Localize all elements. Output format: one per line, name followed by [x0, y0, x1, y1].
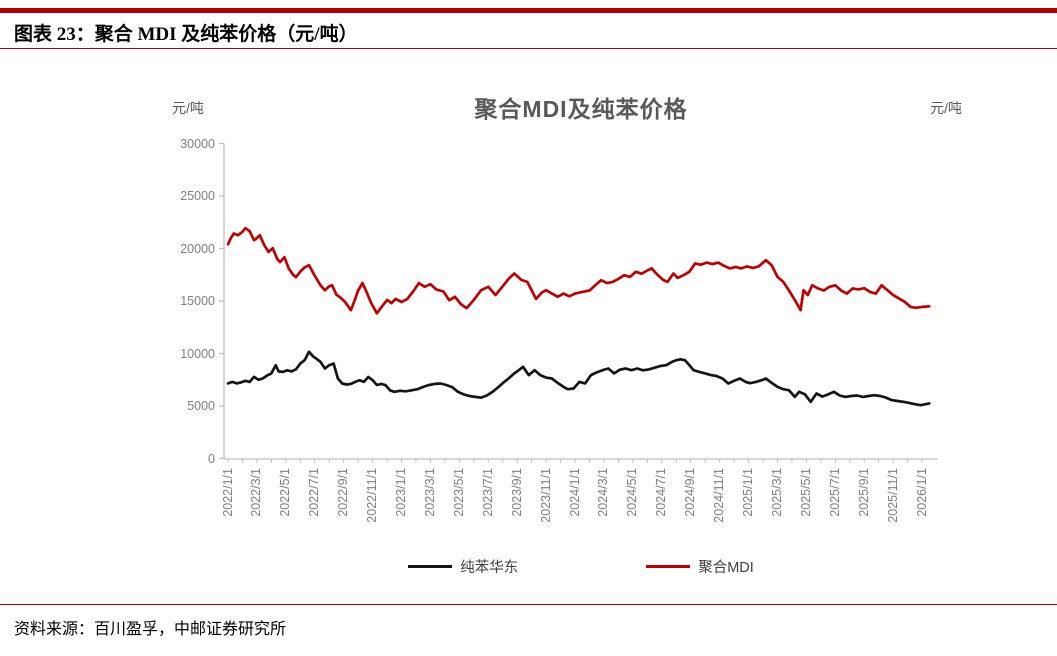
- x-tick-label: 2023/1/1: [394, 468, 409, 517]
- legend-label-benzene: 纯苯华东: [460, 560, 519, 576]
- x-tick-label: 2022/9/1: [336, 468, 351, 517]
- x-tick-label: 2022/5/1: [278, 468, 293, 517]
- y-axis-unit-left: 元/吨: [172, 100, 204, 116]
- y-tick-label: 25000: [180, 189, 215, 203]
- y-tick-label: 0: [208, 451, 215, 466]
- source-note: 资料来源：百川盈孚，中邮证券研究所: [14, 621, 287, 638]
- top-accent-bar: [0, 8, 1057, 13]
- footer-rule: [0, 604, 1057, 605]
- series-line-polymeric-mdi: [226, 226, 931, 315]
- x-tick-label: 2025/11/1: [885, 468, 900, 523]
- x-tick-label: 2024/5/1: [625, 468, 640, 517]
- x-tick-label: 2022/1/1: [220, 468, 235, 517]
- y-tick-label: 30000: [180, 136, 215, 151]
- x-tick-label: 2023/5/1: [451, 468, 466, 517]
- y-tick-label: 5000: [187, 399, 215, 413]
- x-tick-label: 2023/9/1: [509, 468, 524, 517]
- x-tick-label: 2025/1/1: [741, 468, 756, 517]
- x-tick-label: 2025/7/1: [827, 468, 842, 517]
- legend-item-mdi: 聚合MDI: [646, 556, 754, 577]
- header-rule: [0, 48, 1057, 49]
- x-tick-label: 2023/11/1: [538, 468, 553, 523]
- y-tick-label: 20000: [180, 241, 215, 256]
- figure-caption: 图表 23：聚合 MDI 及纯苯价格（元/吨）: [14, 24, 358, 45]
- y-tick-label: 10000: [180, 346, 215, 361]
- x-tick-label: 2024/11/1: [712, 468, 727, 523]
- x-tick-label: 2022/7/1: [307, 468, 322, 517]
- legend-label-mdi: 聚合MDI: [698, 560, 754, 576]
- x-tick-label: 2026/1/1: [914, 468, 929, 517]
- x-tick-label: 2023/7/1: [480, 468, 495, 517]
- benzene-line-swatch: [408, 565, 453, 568]
- x-tick-label: 2022/11/1: [365, 468, 380, 523]
- y-axis-unit-right: 元/吨: [930, 100, 962, 116]
- x-tick-label: 2025/3/1: [769, 468, 784, 517]
- x-tick-label: 2023/3/1: [422, 468, 437, 517]
- x-tick-label: 2024/3/1: [596, 468, 611, 517]
- y-tick-label: 15000: [180, 294, 215, 308]
- x-tick-label: 2024/1/1: [567, 468, 582, 517]
- x-tick-label: 2022/3/1: [249, 468, 264, 517]
- chart-legend: 纯苯华东 聚合MDI: [224, 556, 938, 577]
- x-tick-label: 2025/9/1: [856, 468, 871, 517]
- chart-title: 聚合MDI及纯苯价格: [474, 96, 688, 122]
- legend-item-benzene: 纯苯华东: [408, 556, 518, 577]
- mdi-line-swatch: [646, 565, 691, 568]
- series-line-pure-benzene-east: [226, 350, 931, 407]
- x-tick-label: 2024/7/1: [654, 468, 669, 517]
- x-tick-label: 2025/5/1: [798, 468, 813, 517]
- x-tick-label: 2024/9/1: [683, 468, 698, 517]
